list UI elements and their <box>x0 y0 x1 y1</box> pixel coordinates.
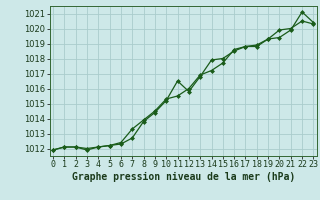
X-axis label: Graphe pression niveau de la mer (hPa): Graphe pression niveau de la mer (hPa) <box>72 172 295 182</box>
